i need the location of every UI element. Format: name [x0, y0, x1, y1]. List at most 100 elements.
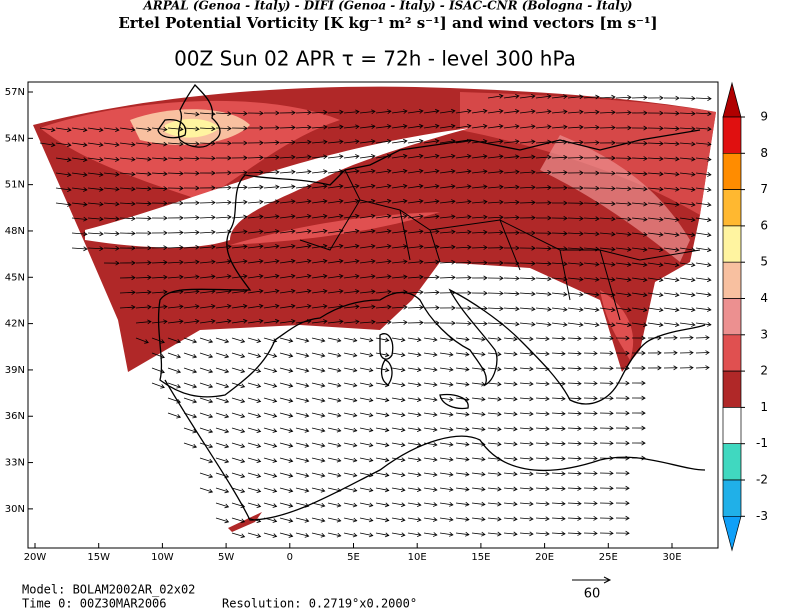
wind-arrow-head [83, 216, 88, 222]
wind-arrow-head [258, 303, 264, 309]
wind-arrow-head [355, 304, 360, 310]
wind-arrow [423, 457, 437, 461]
wind-arrow-head [529, 351, 534, 357]
wind-arrow [615, 187, 631, 190]
wind-arrow [343, 487, 357, 492]
wind-arrow-head [66, 157, 72, 163]
wind-arrow [679, 127, 695, 130]
wind-arrow [679, 232, 695, 236]
wind-arrow-head [627, 262, 632, 267]
wind-arrow-head [691, 322, 696, 327]
wind-arrow [471, 352, 485, 355]
wind-arrow [407, 230, 423, 234]
wind-arrow-head [545, 426, 550, 432]
wind-arrow-head [275, 184, 280, 190]
wind-arrow-head [609, 410, 614, 416]
wind-arrow [87, 172, 103, 176]
wind-arrow [455, 457, 469, 461]
wind-arrow [519, 171, 535, 174]
wind-arrow-head [370, 198, 376, 204]
wind-arrow [391, 245, 407, 249]
lat-label: 39N [5, 365, 25, 376]
wind-arrow [487, 125, 503, 129]
wind-arrow-head [675, 217, 680, 222]
wind-arrow [631, 187, 647, 190]
wind-arrow-head [531, 245, 536, 251]
wind-arrow-head [192, 398, 198, 404]
wind-arrow [423, 502, 437, 506]
wind-arrow [119, 142, 135, 146]
wind-arrow-head [577, 456, 582, 461]
wind-arrow-head [611, 186, 616, 191]
wind-arrow-head [465, 456, 470, 462]
wind-arrow-head [432, 352, 438, 357]
wind-arrow [567, 96, 583, 99]
pv-region [540, 135, 690, 262]
wind-arrow-head [561, 516, 566, 522]
wind-arrow [455, 487, 469, 491]
wind-arrow [663, 277, 679, 281]
wind-arrow [535, 292, 551, 295]
wind-arrow-head [419, 229, 424, 234]
wind-arrow [135, 127, 151, 131]
wind-arrow [263, 457, 277, 462]
wind-arrow-head [563, 124, 568, 130]
wind-arrow-head [384, 412, 390, 418]
wind-arrow [375, 215, 391, 219]
wind-arrow [359, 110, 375, 114]
wind-arrow-head [691, 111, 696, 116]
wind-arrow [663, 247, 679, 251]
wind-arrow-head [483, 321, 488, 326]
wind-arrow-head [609, 440, 614, 446]
wind-arrow-head [449, 517, 454, 522]
wind-arrow-head [481, 471, 486, 477]
wind-arrow [327, 126, 343, 129]
wind-arrow [487, 457, 501, 460]
wind-arrow-head [531, 139, 536, 145]
wind-arrow [407, 306, 424, 309]
wind-arrow-head [274, 288, 280, 294]
wind-arrow-head [545, 366, 550, 372]
wind-arrow-head [195, 170, 200, 176]
wind-arrow-head [707, 141, 712, 147]
wind-arrow-head [227, 303, 232, 309]
wind-arrow-head [416, 397, 422, 402]
colorbar-label: 2 [760, 364, 768, 378]
wind-arrow [567, 157, 584, 159]
wind-arrow [423, 367, 437, 371]
wind-arrow-head [195, 156, 200, 161]
wind-arrow [407, 125, 423, 129]
wind-arrow [535, 412, 549, 415]
wind-arrow-head [224, 413, 230, 419]
wind-arrow [199, 305, 215, 309]
lon-label: 0 [287, 552, 293, 563]
wind-arrow-head [386, 153, 392, 159]
wind-arrow [327, 457, 341, 462]
wind-arrow [279, 275, 295, 279]
wind-arrow-head [626, 322, 632, 328]
wind-arrow [551, 322, 567, 326]
wind-arrow [663, 232, 679, 236]
wind-arrow-head [320, 382, 326, 388]
wind-arrow-head [115, 201, 120, 207]
wind-arrow-head [595, 307, 600, 312]
wind-arrow [135, 337, 149, 343]
wind-arrow [263, 532, 277, 537]
wind-arrow [439, 397, 453, 401]
wind-arrow [423, 517, 437, 521]
wind-arrow-head [689, 350, 694, 356]
wind-arrow [279, 412, 293, 417]
wind-arrow-head [579, 170, 584, 176]
wind-arrow [487, 231, 504, 234]
wind-arrow [343, 397, 357, 402]
wind-arrow-head [147, 245, 152, 251]
wind-arrow [599, 322, 615, 326]
wind-arrow [231, 245, 247, 249]
wind-arrow-head [432, 517, 438, 522]
wind-arrow [391, 337, 405, 341]
wind-arrow-head [307, 124, 312, 130]
wind-arrow-head [179, 156, 184, 162]
wind-arrow [135, 291, 151, 294]
wind-arrow [375, 427, 389, 431]
wind-arrow-head [641, 425, 646, 431]
